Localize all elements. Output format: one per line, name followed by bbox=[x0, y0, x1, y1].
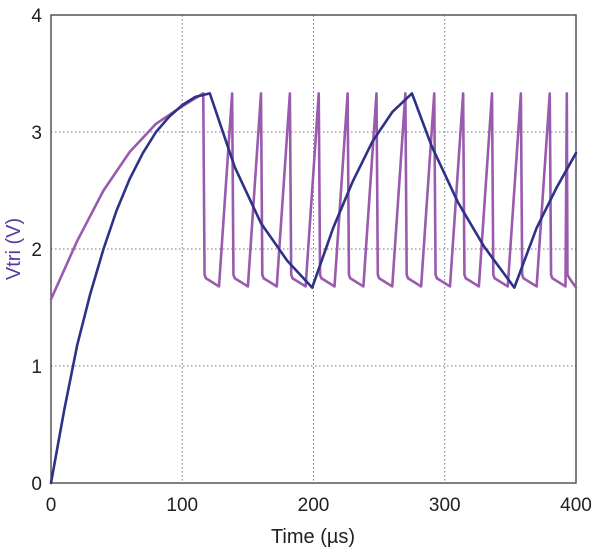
plot-frame bbox=[50, 14, 577, 484]
y-axis-title: Vtri (V) bbox=[3, 218, 25, 280]
x-tick-label: 300 bbox=[429, 495, 461, 516]
x-tick-labels: 0 100 200 300 400 bbox=[46, 495, 592, 516]
y-tick-label: 2 bbox=[31, 240, 42, 261]
series-layer bbox=[49, 92, 578, 485]
series-line-2 bbox=[49, 92, 578, 485]
x-axis-title: Time (µs) bbox=[271, 526, 355, 548]
series-line-1 bbox=[49, 92, 578, 301]
grid-lines bbox=[51, 15, 576, 483]
x-tick-label: 400 bbox=[560, 495, 592, 516]
y-tick-label: 1 bbox=[31, 357, 42, 378]
x-tick-label: 200 bbox=[298, 495, 330, 516]
x-tick-label: 100 bbox=[166, 495, 198, 516]
y-tick-label: 0 bbox=[31, 474, 42, 495]
y-tick-label: 3 bbox=[31, 123, 42, 144]
y-tick-label: 4 bbox=[31, 6, 42, 27]
y-tick-labels: 0 1 2 3 4 bbox=[31, 6, 42, 495]
x-tick-label: 0 bbox=[46, 495, 57, 516]
